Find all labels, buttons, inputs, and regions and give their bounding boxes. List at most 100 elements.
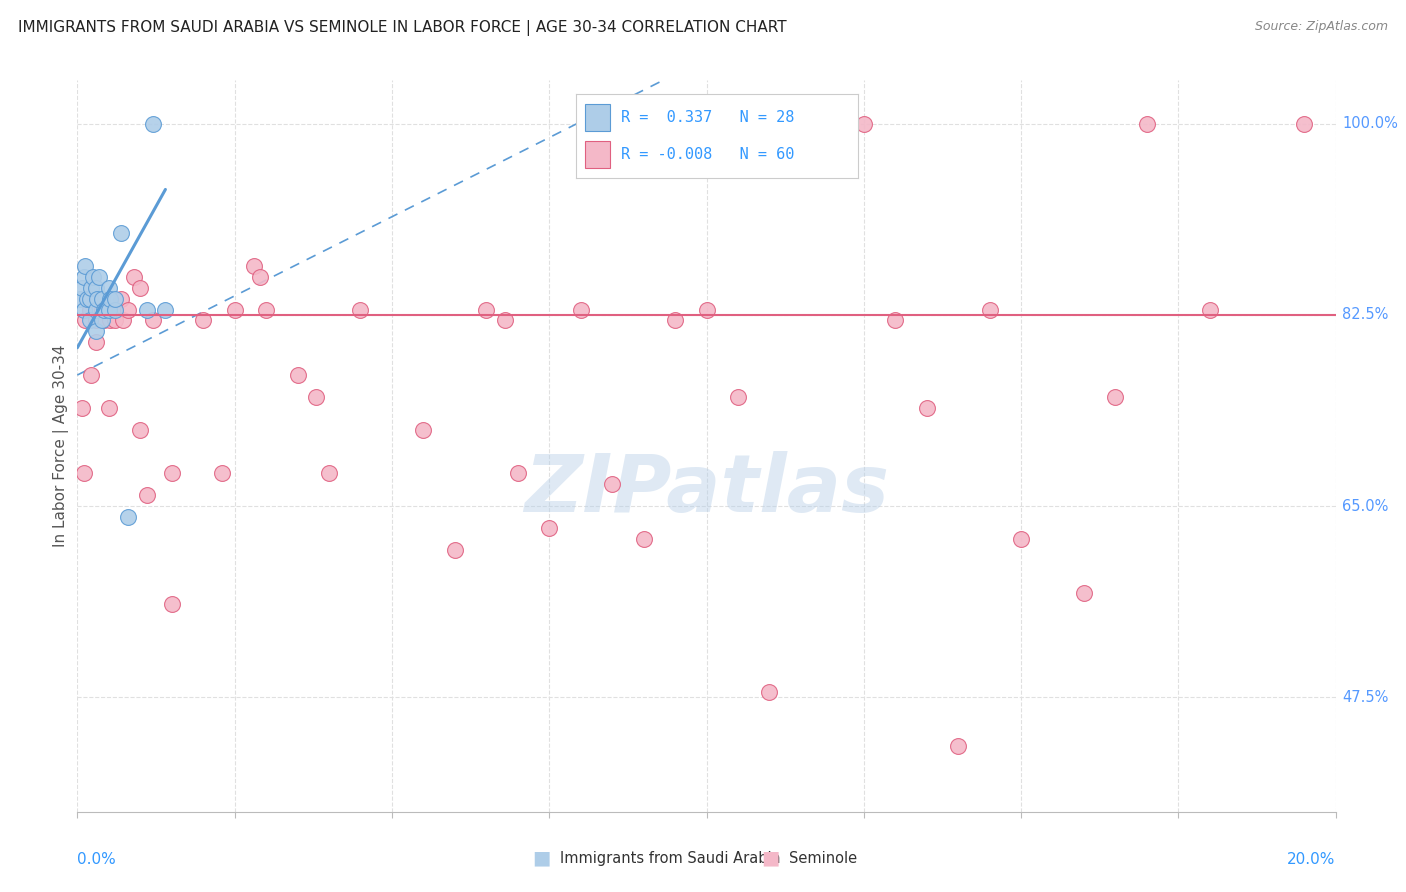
Text: ■: ■: [531, 848, 551, 868]
Text: 100.0%: 100.0%: [1341, 117, 1398, 131]
Point: [349, 302, 371, 317]
Text: 47.5%: 47.5%: [1341, 690, 1388, 705]
Point: [129, 281, 152, 295]
Point: [758, 684, 780, 698]
Point: [73, 259, 96, 273]
Point: [97, 281, 120, 295]
Point: [122, 269, 145, 284]
Point: [287, 368, 309, 382]
Text: 65.0%: 65.0%: [1341, 499, 1388, 514]
Point: [696, 302, 718, 317]
Text: Immigrants from Saudi Arabia: Immigrants from Saudi Arabia: [560, 851, 780, 865]
FancyBboxPatch shape: [585, 141, 610, 169]
Point: [600, 477, 623, 491]
Point: [569, 302, 592, 317]
Point: [155, 302, 177, 317]
Point: [91, 292, 114, 306]
Point: [72, 302, 94, 317]
Point: [249, 269, 271, 284]
Point: [93, 313, 115, 327]
Point: [135, 488, 157, 502]
Point: [142, 117, 165, 131]
Point: [97, 401, 120, 415]
Point: [84, 335, 107, 350]
Point: [76, 292, 98, 306]
Point: [104, 292, 127, 306]
Point: [73, 313, 96, 327]
Text: ■: ■: [761, 848, 780, 868]
FancyBboxPatch shape: [585, 103, 610, 131]
Point: [1198, 302, 1220, 317]
Point: [98, 292, 121, 306]
Point: [633, 532, 655, 546]
Point: [305, 390, 328, 404]
Point: [412, 423, 434, 437]
Text: 82.5%: 82.5%: [1341, 308, 1388, 323]
Point: [821, 117, 844, 131]
Point: [117, 510, 139, 524]
Point: [538, 521, 561, 535]
Point: [86, 292, 108, 306]
Text: 20.0%: 20.0%: [1288, 852, 1336, 867]
Point: [110, 292, 132, 306]
Point: [97, 302, 120, 317]
Point: [79, 302, 101, 317]
Point: [72, 269, 94, 284]
Y-axis label: In Labor Force | Age 30-34: In Labor Force | Age 30-34: [53, 344, 69, 548]
Point: [79, 313, 101, 327]
Point: [1136, 117, 1159, 131]
Point: [111, 313, 134, 327]
Point: [91, 302, 114, 317]
Point: [475, 302, 498, 317]
Point: [98, 313, 121, 327]
Point: [72, 467, 94, 481]
Point: [104, 313, 127, 327]
Point: [97, 302, 120, 317]
Point: [84, 324, 107, 338]
Text: 0.0%: 0.0%: [77, 852, 117, 867]
Point: [1104, 390, 1126, 404]
Point: [91, 313, 114, 327]
Point: [84, 302, 107, 317]
Point: [80, 281, 103, 295]
Point: [727, 390, 749, 404]
Point: [242, 259, 264, 273]
Point: [104, 302, 127, 317]
Point: [104, 302, 127, 317]
Point: [142, 313, 165, 327]
Point: [79, 292, 101, 306]
Text: ZIPatlas: ZIPatlas: [524, 450, 889, 529]
Point: [72, 281, 94, 295]
Point: [948, 739, 970, 754]
Point: [444, 542, 467, 557]
Text: Source: ZipAtlas.com: Source: ZipAtlas.com: [1254, 20, 1388, 33]
Point: [494, 313, 516, 327]
Text: Seminole: Seminole: [789, 851, 856, 865]
Point: [117, 302, 139, 317]
Point: [506, 467, 529, 481]
Point: [80, 368, 103, 382]
Point: [82, 269, 104, 284]
Point: [790, 117, 813, 131]
Point: [211, 467, 233, 481]
Point: [915, 401, 938, 415]
Point: [110, 226, 132, 240]
Point: [979, 302, 1001, 317]
Point: [852, 117, 875, 131]
Point: [160, 467, 183, 481]
Point: [160, 597, 183, 611]
Point: [1294, 117, 1316, 131]
Point: [191, 313, 215, 327]
Point: [84, 281, 107, 295]
Text: R =  0.337   N = 28: R = 0.337 N = 28: [621, 110, 794, 125]
Point: [254, 302, 277, 317]
Point: [129, 423, 152, 437]
Point: [1010, 532, 1032, 546]
Point: [318, 467, 340, 481]
Point: [84, 313, 107, 327]
Point: [224, 302, 246, 317]
Point: [72, 401, 94, 415]
Point: [93, 302, 115, 317]
Point: [884, 313, 907, 327]
Point: [1073, 586, 1095, 600]
